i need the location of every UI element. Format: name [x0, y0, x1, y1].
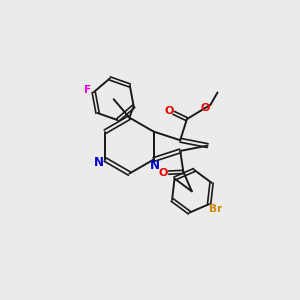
Text: N: N: [150, 159, 160, 172]
Text: N: N: [94, 156, 104, 169]
Text: O: O: [164, 106, 174, 116]
Text: O: O: [200, 103, 210, 113]
Text: O: O: [159, 168, 168, 178]
Text: F: F: [84, 85, 91, 95]
Text: Br: Br: [209, 204, 222, 214]
